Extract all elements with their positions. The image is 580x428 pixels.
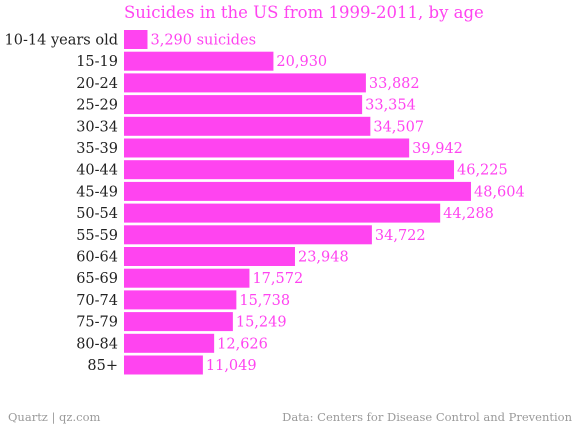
bar-80-84	[124, 333, 215, 353]
value-label: 33,882	[369, 76, 420, 92]
value-label: 44,288	[443, 206, 494, 222]
value-label: 48,604	[474, 184, 525, 200]
category-label: 50-54	[76, 206, 118, 222]
bar-20-24	[124, 73, 366, 93]
bar-30-34	[124, 116, 371, 136]
bar-50-54	[124, 203, 441, 223]
source-credit: Quartz | qz.com	[8, 410, 101, 424]
category-label: 35-39	[76, 141, 118, 157]
bar-35-39	[124, 138, 410, 158]
value-label: 34,507	[373, 119, 424, 135]
value-label: 3,290 suicides	[150, 33, 256, 49]
category-label: 25-29	[76, 98, 118, 114]
value-label: 12,626	[217, 336, 268, 352]
bar-10-14-years-old	[124, 30, 148, 49]
category-label: 60-64	[76, 250, 118, 266]
bar-70-74	[124, 290, 237, 310]
category-label: 30-34	[76, 119, 118, 135]
bar-15-19	[124, 51, 274, 71]
category-label: 20-24	[76, 76, 118, 92]
value-label: 17,572	[252, 271, 303, 287]
category-label: 10-14 years old	[5, 33, 118, 49]
value-label: 15,249	[236, 315, 287, 331]
bar-65-69	[124, 268, 250, 288]
value-label: 46,225	[457, 163, 508, 179]
bar-75-79	[124, 312, 233, 332]
value-label: 33,354	[365, 98, 416, 114]
bar-25-29	[124, 95, 363, 115]
value-label: 11,049	[206, 358, 257, 374]
value-label: 34,722	[375, 228, 426, 244]
bar-55-59	[124, 225, 372, 245]
value-label: 15,738	[239, 293, 290, 309]
category-label: 85+	[87, 358, 118, 374]
value-label: 23,948	[298, 250, 349, 266]
bar-85-	[124, 355, 203, 375]
category-label: 80-84	[76, 336, 118, 352]
value-label: 39,942	[412, 141, 463, 157]
value-label: 20,930	[276, 54, 327, 70]
data-source: Data: Centers for Disease Control and Pr…	[282, 410, 572, 424]
bar-45-49	[124, 181, 471, 201]
chart-title: Suicides in the US from 1999-2011, by ag…	[124, 3, 484, 22]
category-label: 75-79	[76, 315, 118, 331]
category-label: 40-44	[76, 163, 118, 179]
category-label: 15-19	[76, 54, 118, 70]
bar-40-44	[124, 160, 455, 180]
category-label: 55-59	[76, 228, 118, 244]
category-label: 45-49	[76, 184, 118, 200]
bar-60-64	[124, 247, 295, 266]
category-label: 65-69	[76, 271, 118, 287]
category-label: 70-74	[76, 293, 118, 309]
